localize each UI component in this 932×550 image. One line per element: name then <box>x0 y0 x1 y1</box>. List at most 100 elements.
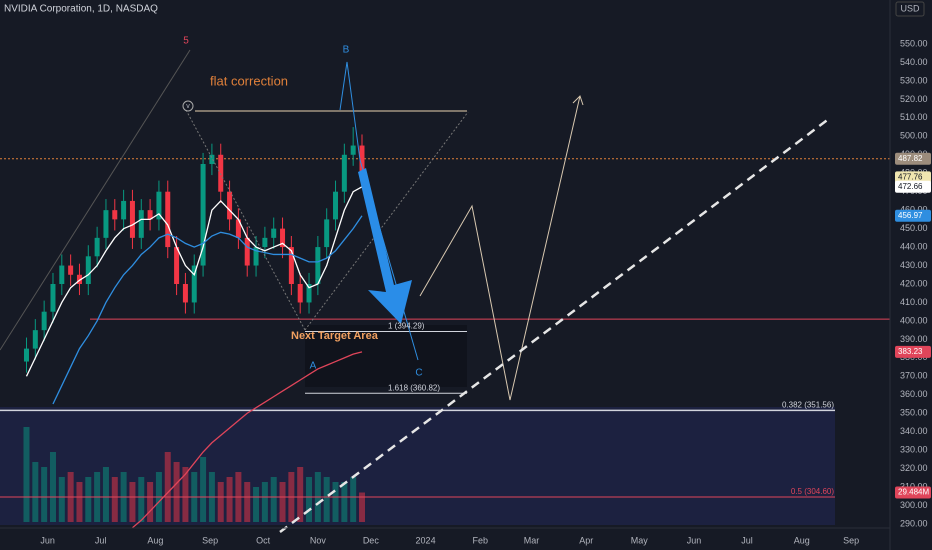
annotation: Next Target Area <box>291 330 379 342</box>
volume-bar <box>85 477 92 522</box>
candle-body <box>280 228 286 248</box>
wave-label: B <box>343 45 350 56</box>
volume-bar <box>270 477 277 522</box>
price-label-bg <box>895 152 931 165</box>
y-tick-label: 440.00 <box>900 241 928 251</box>
y-tick-label: 310.00 <box>900 481 928 491</box>
x-tick-label: Aug <box>794 535 810 545</box>
channel-line <box>304 111 469 331</box>
volume-bar <box>217 482 224 522</box>
y-tick-label: 390.00 <box>900 334 928 344</box>
x-tick-label: 2024 <box>416 535 436 545</box>
candle-body <box>76 274 82 284</box>
candle-body <box>315 247 321 284</box>
y-tick-label: 500.00 <box>900 131 928 141</box>
candle-body <box>209 154 215 164</box>
candle-body <box>165 191 171 248</box>
candle-body <box>288 247 294 284</box>
candle-body <box>271 228 277 238</box>
candle-body <box>85 256 91 284</box>
candle-body <box>174 247 180 284</box>
y-tick-label: 410.00 <box>900 297 928 307</box>
drawings <box>0 49 831 533</box>
y-tick-label: 510.00 <box>900 112 928 122</box>
y-tick-label: 370.00 <box>900 371 928 381</box>
wave-label: C <box>415 368 422 379</box>
candle-body <box>324 219 330 248</box>
price-label-bg <box>895 171 931 184</box>
y-tick-label: 530.00 <box>900 75 928 85</box>
x-tick-label: Sep <box>202 535 218 545</box>
x-tick-label: Sep <box>843 535 859 545</box>
y-tick-label: 400.00 <box>900 315 928 325</box>
currency-box <box>895 1 925 17</box>
down-arrow <box>358 168 412 324</box>
volume-bar <box>350 477 357 522</box>
moving-average <box>52 215 363 405</box>
wave-path <box>339 61 419 361</box>
price-label-bg <box>895 345 931 358</box>
x-tick-label: Jul <box>741 535 753 545</box>
moving-average <box>25 186 363 377</box>
trend-line <box>279 117 831 533</box>
volume-bar <box>111 477 118 522</box>
candle-body <box>138 210 144 238</box>
y-tick-label: 520.00 <box>900 94 928 104</box>
fib-label: 1.618 (360.82) <box>388 383 440 392</box>
fib-label: 0.5 (304.60) <box>791 487 834 496</box>
candle-body <box>32 330 38 349</box>
x-tick-label: Aug <box>147 535 163 545</box>
y-tick-label: 330.00 <box>900 445 928 455</box>
price-label-bg <box>895 180 931 193</box>
wave-label: v <box>186 103 190 110</box>
volume-bar <box>129 482 136 522</box>
x-tick-label: Jun <box>687 535 702 545</box>
x-tick-label: Apr <box>579 535 593 545</box>
candle-body <box>94 237 100 257</box>
x-tick-label: Jun <box>40 535 55 545</box>
candle-body <box>244 237 250 266</box>
candle-body <box>341 154 347 192</box>
volume-bar <box>49 452 56 522</box>
volume-bar <box>253 487 260 522</box>
x-tick-label: May <box>631 535 649 545</box>
candle-body <box>121 200 127 220</box>
x-tick-label: Mar <box>524 535 540 545</box>
volume-bar <box>306 477 313 522</box>
price-label: 487.82 <box>898 154 923 163</box>
candle-body <box>253 247 259 266</box>
candle-body <box>350 145 356 155</box>
candle-body <box>129 200 135 238</box>
y-tick-label: 450.00 <box>900 223 928 233</box>
projection <box>419 95 581 401</box>
volume-bar <box>138 477 145 522</box>
x-tick-label: Dec <box>363 535 380 545</box>
volume-bar <box>332 482 339 522</box>
volume-bar <box>147 482 154 522</box>
volume-bar <box>297 467 304 522</box>
x-tick-label: Nov <box>310 535 327 545</box>
volume-bar <box>279 482 286 522</box>
chart-title: NVIDIA Corporation, 1D, NASDAQ <box>4 4 158 15</box>
y-tick-label: 550.00 <box>900 38 928 48</box>
y-tick-label: 290.00 <box>900 518 928 528</box>
candle-body <box>262 237 268 248</box>
candle-body <box>359 145 365 177</box>
candle-body <box>103 210 109 238</box>
candle-body <box>41 311 47 331</box>
volume-label-bg <box>895 486 931 499</box>
volume-bar <box>261 482 268 522</box>
y-tick-label: 360.00 <box>900 389 928 399</box>
price-label: 472.66 <box>898 182 923 191</box>
annotation: flat correction <box>210 73 288 88</box>
candle-body <box>182 284 188 303</box>
volume-bar <box>359 492 366 522</box>
fib-label: 1 (394.29) <box>388 322 425 331</box>
candle-body <box>200 164 206 266</box>
price-label: 456.97 <box>898 211 923 220</box>
y-tick-label: 300.00 <box>900 500 928 510</box>
candle-body <box>306 284 312 303</box>
volume-bar <box>164 452 171 522</box>
wave-label: A <box>310 361 317 372</box>
